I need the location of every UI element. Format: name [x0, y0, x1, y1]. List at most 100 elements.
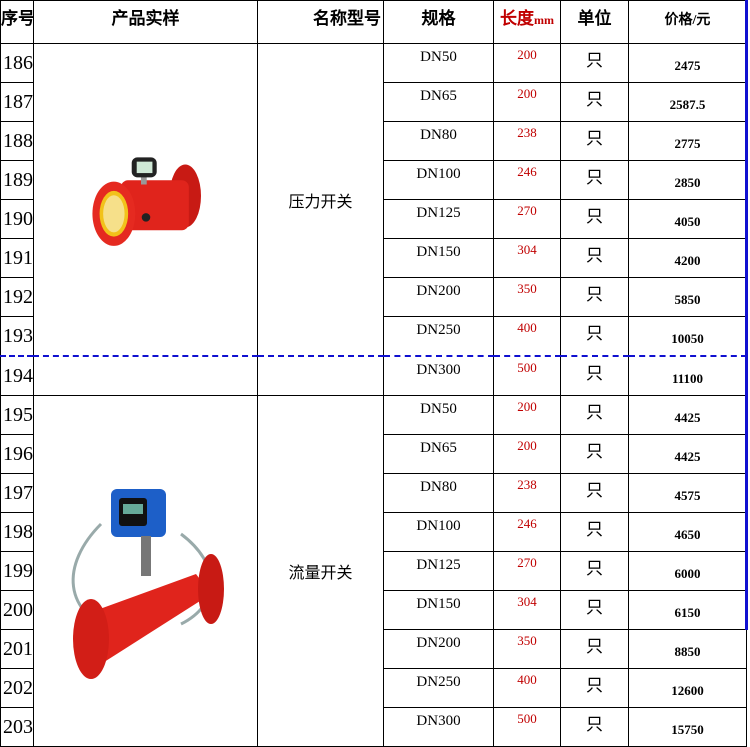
price: 11100 — [628, 355, 747, 396]
row-index: 192 — [0, 277, 34, 317]
spec: DN80 — [383, 473, 494, 513]
price: 4650 — [628, 512, 747, 552]
header-length-label: 长度 — [500, 9, 534, 28]
spec: DN80 — [383, 121, 494, 161]
header-sample: 产品实样 — [33, 0, 258, 44]
table-row: 199 DN125 270 只 6000 — [0, 551, 747, 591]
unit: 只 — [560, 551, 629, 591]
spec: DN150 — [383, 238, 494, 278]
product-image-cell — [33, 395, 258, 747]
row-index: 186 — [0, 43, 34, 83]
row-index: 189 — [0, 160, 34, 200]
price: 4425 — [628, 395, 747, 435]
price: 12600 — [628, 668, 747, 708]
spec: DN250 — [383, 316, 494, 357]
unit: 只 — [560, 43, 629, 83]
unit: 只 — [560, 512, 629, 552]
price: 4200 — [628, 238, 747, 278]
right-border-divider — [745, 0, 748, 630]
spec: DN200 — [383, 629, 494, 669]
spec: DN100 — [383, 512, 494, 552]
length: 238 — [493, 121, 561, 161]
unit: 只 — [560, 82, 629, 122]
row-index: 190 — [0, 199, 34, 239]
table-row: 189 DN100 246 只 2850 — [0, 160, 747, 200]
spec: DN65 — [383, 434, 494, 474]
header-row: 序号 产品实样 名称型号 规格 长度mm 单位 价格/元 — [0, 0, 747, 44]
header-length: 长度mm — [493, 0, 561, 44]
table-row: 194 DN300 500 只 11100 — [0, 355, 747, 396]
table-row: 198 DN100 246 只 4650 — [0, 512, 747, 552]
spec: DN250 — [383, 668, 494, 708]
price: 10050 — [628, 316, 747, 357]
length: 270 — [493, 199, 561, 239]
row-index: 196 — [0, 434, 34, 474]
product-name — [257, 355, 384, 396]
row-index: 195 — [0, 395, 34, 435]
price: 2475 — [628, 43, 747, 83]
unit: 只 — [560, 473, 629, 513]
length: 246 — [493, 160, 561, 200]
price: 4575 — [628, 473, 747, 513]
flow-switch-pipe-image — [71, 488, 224, 679]
row-index: 203 — [0, 707, 34, 747]
header-unit: 单位 — [560, 0, 629, 44]
table-row: 200 DN150 304 只 6150 — [0, 590, 747, 630]
unit: 只 — [560, 707, 629, 747]
unit: 只 — [560, 629, 629, 669]
length: 270 — [493, 551, 561, 591]
table-row: 191 DN150 304 只 4200 — [0, 238, 747, 278]
unit: 只 — [560, 121, 629, 161]
spec: DN50 — [383, 395, 494, 435]
unit: 只 — [560, 395, 629, 435]
unit: 只 — [560, 590, 629, 630]
price: 2587.5 — [628, 82, 747, 122]
price: 6000 — [628, 551, 747, 591]
table-row: 192 DN200 350 只 5850 — [0, 277, 747, 317]
row-index: 202 — [0, 668, 34, 708]
header-name: 名称型号 — [257, 0, 384, 44]
header-length-unit: mm — [534, 13, 554, 27]
table-row: 186 压力开关 DN50 200 只 2475 — [0, 43, 747, 357]
length: 200 — [493, 434, 561, 474]
length: 304 — [493, 238, 561, 278]
row-index: 201 — [0, 629, 34, 669]
table-row: 187 DN65 200 只 2587.5 — [0, 82, 747, 122]
length: 400 — [493, 316, 561, 357]
header-index: 序号 — [0, 0, 34, 44]
table-row: 193 DN250 400 只 10050 — [0, 316, 747, 357]
length: 350 — [493, 629, 561, 669]
unit: 只 — [560, 199, 629, 239]
row-index: 199 — [0, 551, 34, 591]
length: 400 — [493, 668, 561, 708]
row-index: 191 — [0, 238, 34, 278]
unit: 只 — [560, 434, 629, 474]
length: 304 — [493, 590, 561, 630]
row-index: 197 — [0, 473, 34, 513]
product-name: 流量开关 — [257, 395, 384, 747]
unit: 只 — [560, 316, 629, 357]
table-row: 197 DN80 238 只 4575 — [0, 473, 747, 513]
product-image-cell — [33, 355, 258, 396]
length: 500 — [493, 355, 561, 396]
price: 4050 — [628, 199, 747, 239]
pressure-switch-pipe-image — [91, 157, 201, 246]
price: 8850 — [628, 629, 747, 669]
unit: 只 — [560, 355, 629, 396]
length: 350 — [493, 277, 561, 317]
product-image-cell — [33, 43, 258, 357]
table-row: 188 DN80 238 只 2775 — [0, 121, 747, 161]
price: 2850 — [628, 160, 747, 200]
spec: DN125 — [383, 199, 494, 239]
length: 238 — [493, 473, 561, 513]
unit: 只 — [560, 277, 629, 317]
spec: DN100 — [383, 160, 494, 200]
spec: DN65 — [383, 82, 494, 122]
row-index: 200 — [0, 590, 34, 630]
length: 200 — [493, 82, 561, 122]
price: 4425 — [628, 434, 747, 474]
spec: DN300 — [383, 707, 494, 747]
spec: DN300 — [383, 355, 494, 396]
header-price: 价格/元 — [628, 0, 747, 44]
